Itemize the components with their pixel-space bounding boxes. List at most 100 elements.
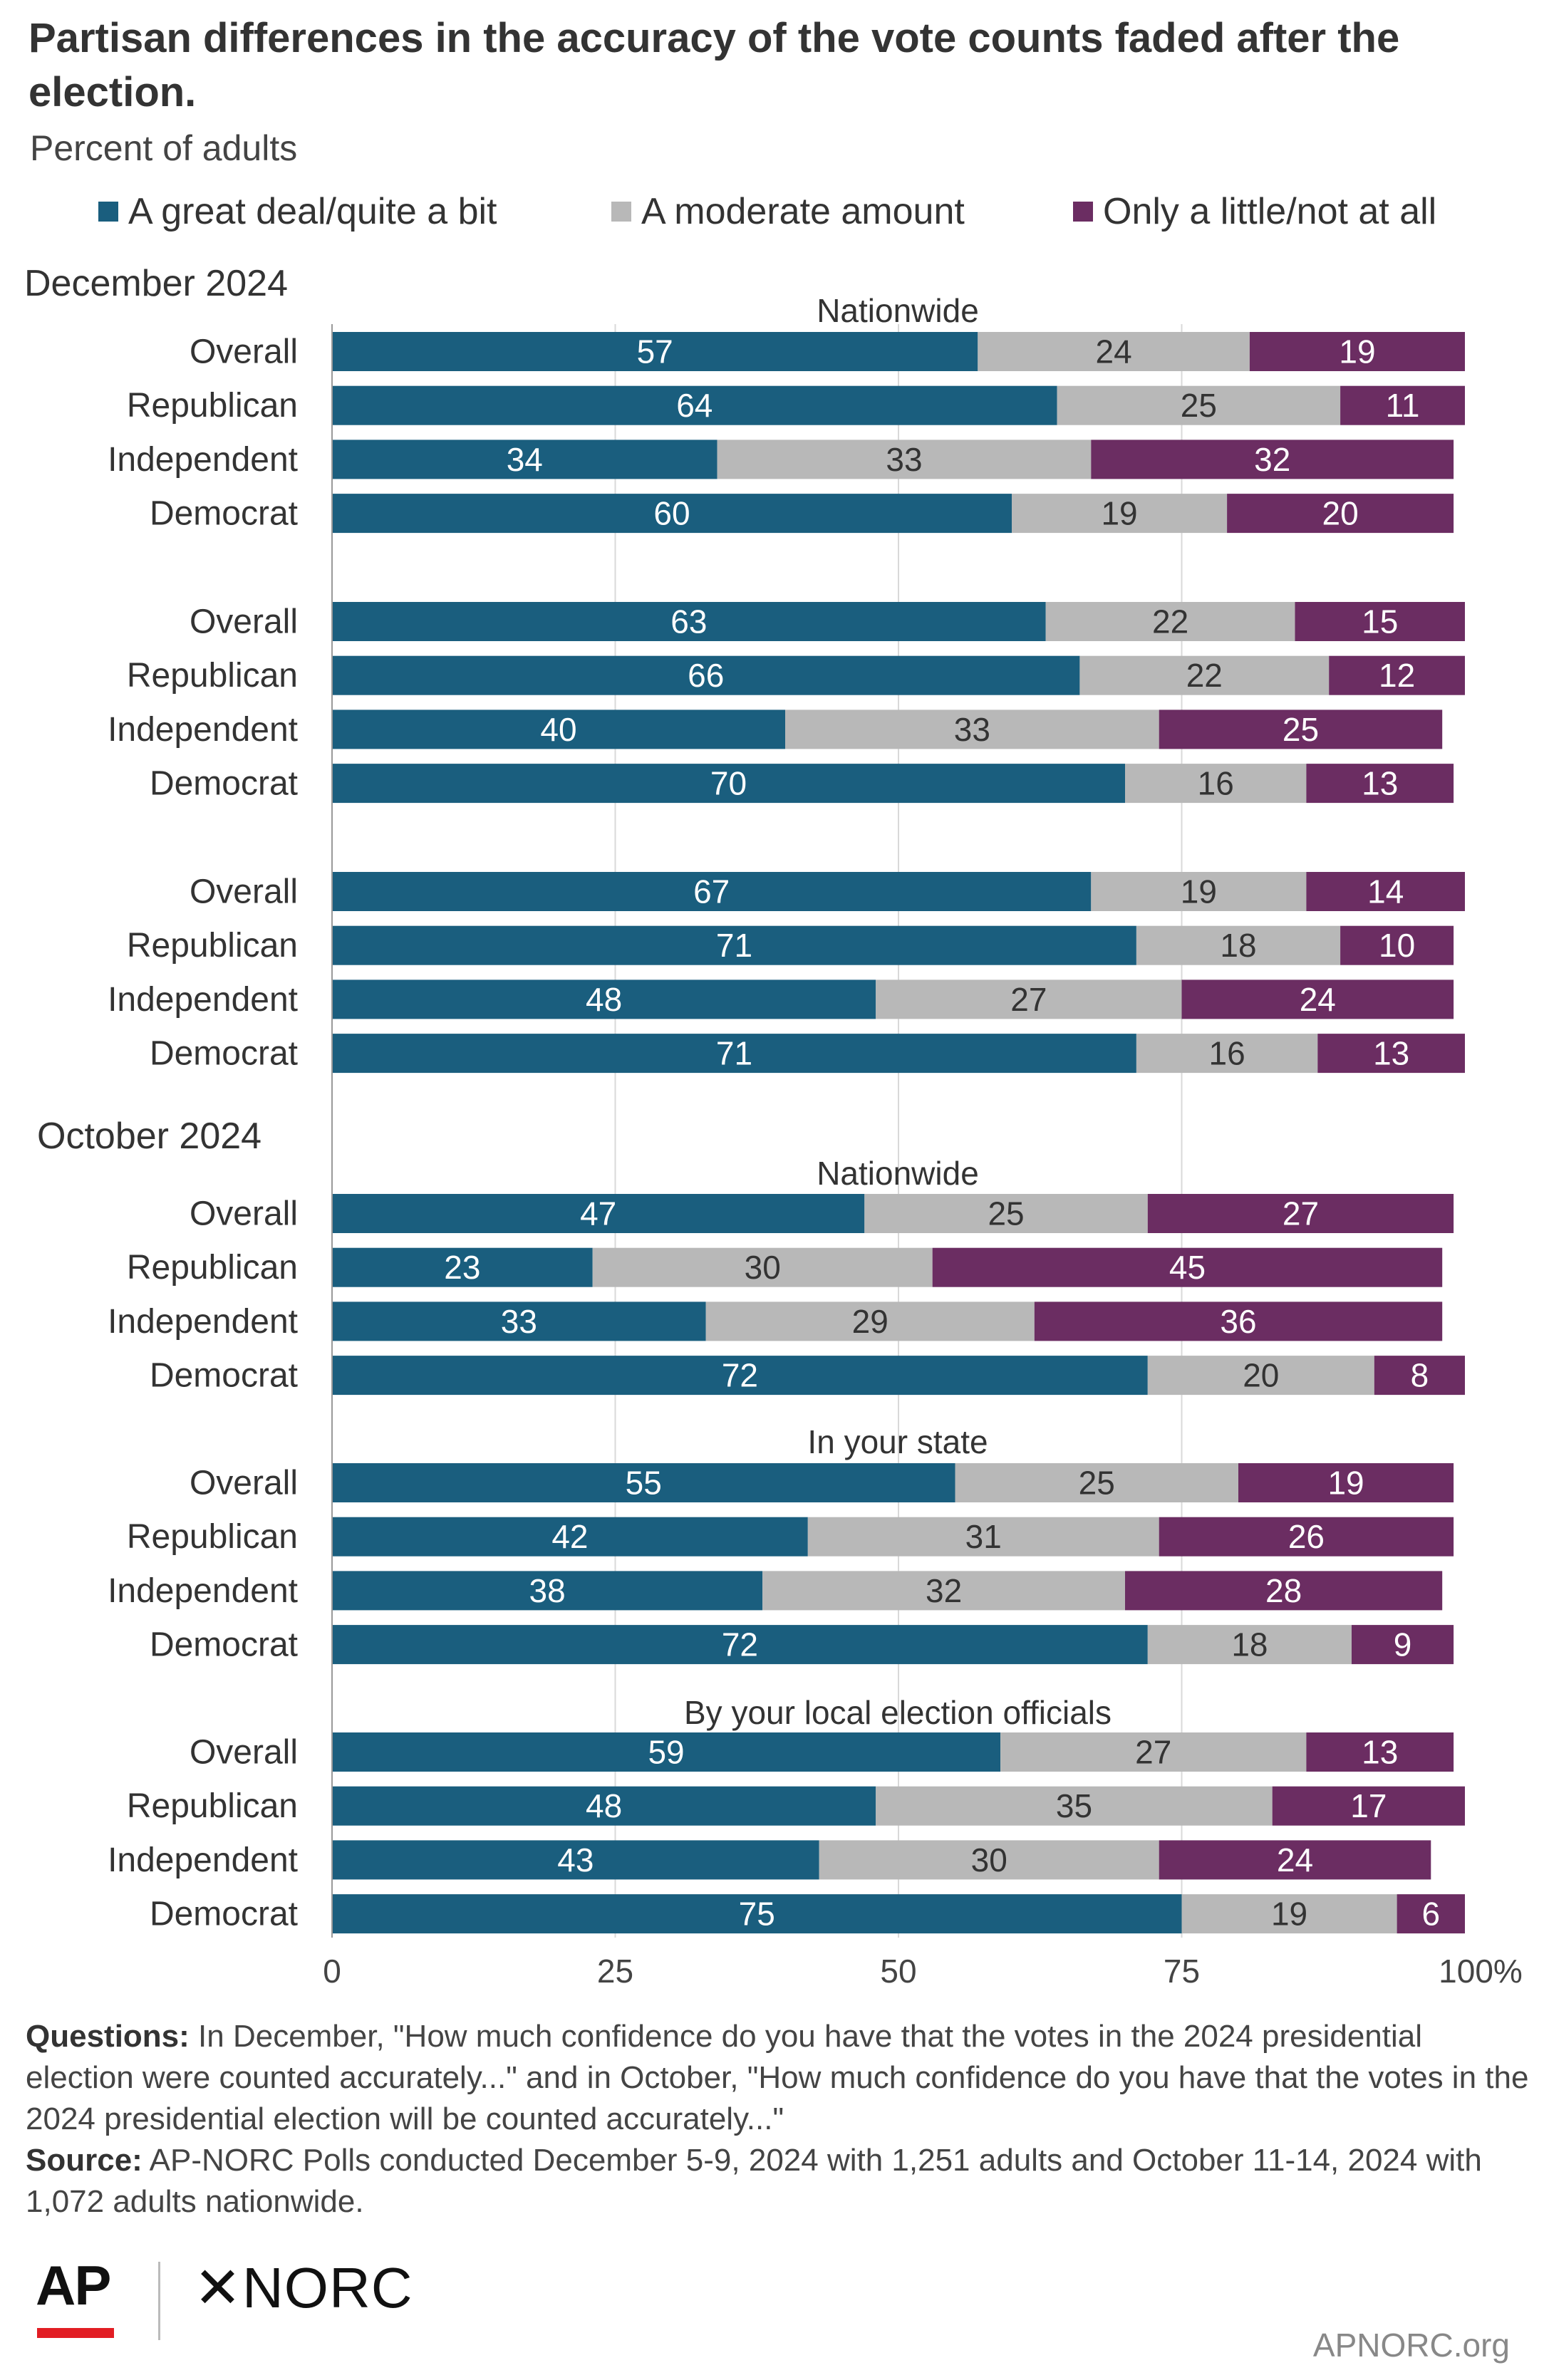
data-label: 47	[580, 1195, 616, 1232]
row-label: Independent	[108, 711, 298, 749]
data-label: 71	[716, 1035, 752, 1072]
row-label: Overall	[190, 873, 298, 911]
row-label: Democrat	[150, 1896, 298, 1933]
legend-swatch-little	[1073, 202, 1093, 222]
row-label: Republican	[127, 1787, 298, 1825]
row-label: Overall	[190, 1465, 298, 1502]
bar-segment	[978, 332, 1250, 371]
bar-segment	[1227, 494, 1454, 534]
legend-item-moderate: A moderate amount	[611, 187, 965, 237]
data-label: 57	[637, 333, 673, 370]
bar-segment	[1045, 602, 1295, 641]
bar-segment	[1272, 1786, 1465, 1826]
data-label: 12	[1379, 657, 1415, 694]
data-label: 55	[626, 1465, 662, 1502]
data-label: 24	[1277, 1841, 1313, 1878]
x-tick-label: 75	[1164, 1953, 1200, 1990]
row-label: Democrat	[150, 1626, 298, 1664]
bar-segment	[785, 710, 1159, 749]
bar-segment	[1306, 764, 1454, 804]
period-label: October 2024	[37, 1116, 261, 1157]
data-label: 24	[1300, 981, 1336, 1018]
data-label: 19	[1327, 1465, 1364, 1502]
data-label: 27	[1010, 981, 1047, 1018]
data-label: 40	[540, 711, 576, 748]
data-label: 25	[988, 1195, 1024, 1232]
bar-segment	[1012, 494, 1228, 534]
data-label: 24	[1096, 333, 1132, 370]
data-label: 45	[1169, 1249, 1206, 1286]
bar-segment	[1159, 710, 1443, 749]
site-link[interactable]: APNORC.org	[1312, 2327, 1510, 2364]
row-label: Republican	[127, 387, 298, 425]
data-label: 48	[586, 981, 622, 1018]
bar-segment	[1159, 1517, 1454, 1557]
data-label: 67	[693, 873, 730, 910]
data-label: 26	[1288, 1518, 1325, 1555]
data-label: 22	[1152, 603, 1188, 640]
row-label: Democrat	[150, 765, 298, 803]
data-label: 19	[1339, 333, 1375, 370]
bar-segment	[1136, 925, 1341, 965]
bar-segment	[332, 440, 717, 479]
chart-subtitle: Percent of adults	[30, 128, 298, 168]
bar-segment	[705, 1301, 1035, 1341]
row-label: Republican	[127, 1518, 298, 1556]
x-tick-label: 25	[597, 1953, 633, 1990]
bar-segment	[332, 494, 1012, 534]
stacked-bar-chart: December 2024 Nationwide Overall 57 24 19 Repu…	[24, 263, 1523, 1990]
logo-divider	[158, 2262, 160, 2340]
row-label: Republican	[127, 927, 298, 965]
bar-segment	[1125, 764, 1307, 804]
bar-segment	[1159, 1840, 1431, 1880]
data-label: 32	[926, 1572, 962, 1609]
bar-segment	[1147, 1625, 1352, 1665]
bar-segment	[1374, 1356, 1465, 1396]
legend-label-great-deal: A great deal/quite a bit	[128, 191, 497, 232]
data-label: 43	[557, 1841, 594, 1878]
data-label: 59	[648, 1734, 684, 1771]
legend: A great deal/quite a bit A moderate amou…	[0, 187, 1544, 237]
bar-segment	[1181, 979, 1454, 1019]
row-label: Republican	[127, 657, 298, 695]
data-label: 70	[710, 765, 747, 802]
data-label: 75	[739, 1896, 775, 1933]
row-label: Overall	[190, 1734, 298, 1772]
bar-segment	[332, 385, 1057, 425]
chart-title: Partisan differences in the accuracy of …	[29, 15, 1400, 115]
bar-segment	[332, 925, 1136, 965]
bar-segment	[1057, 385, 1341, 425]
x-tick-label: 100%	[1439, 1953, 1523, 1990]
data-label: 33	[954, 711, 990, 748]
data-label: 30	[971, 1841, 1007, 1878]
period-label: December 2024	[24, 263, 288, 304]
group-label: Nationwide	[817, 292, 979, 329]
data-label: 6	[1422, 1896, 1441, 1933]
data-label: 42	[551, 1518, 588, 1555]
row-label: Independent	[108, 1841, 298, 1879]
x-tick-label: 50	[880, 1953, 916, 1990]
data-label: 48	[586, 1787, 622, 1824]
data-label: 72	[722, 1626, 758, 1663]
data-label: 25	[1283, 711, 1319, 748]
data-label: 22	[1186, 657, 1223, 694]
group-label: Nationwide	[817, 1155, 979, 1192]
bar-segment	[332, 655, 1080, 695]
bar-segment	[1317, 1034, 1465, 1074]
row-label: Overall	[190, 333, 298, 371]
group-label: By your local election officials	[684, 1694, 1112, 1731]
source-label: Source:	[26, 2143, 143, 2178]
data-label: 18	[1231, 1626, 1268, 1663]
bar-segment	[332, 1732, 1001, 1772]
data-label: 15	[1362, 603, 1398, 640]
data-label: 13	[1362, 765, 1398, 802]
data-label: 27	[1135, 1734, 1171, 1771]
questions-text: In December, "How much confidence do you…	[26, 2019, 1529, 2136]
bar-segment	[1125, 1571, 1443, 1611]
bar-segment	[1306, 872, 1465, 911]
data-label: 31	[965, 1518, 1002, 1555]
bar-segment	[332, 1463, 955, 1502]
bar-segment	[1238, 1463, 1454, 1502]
data-label: 60	[653, 495, 690, 532]
bar-segment	[1136, 1034, 1318, 1074]
